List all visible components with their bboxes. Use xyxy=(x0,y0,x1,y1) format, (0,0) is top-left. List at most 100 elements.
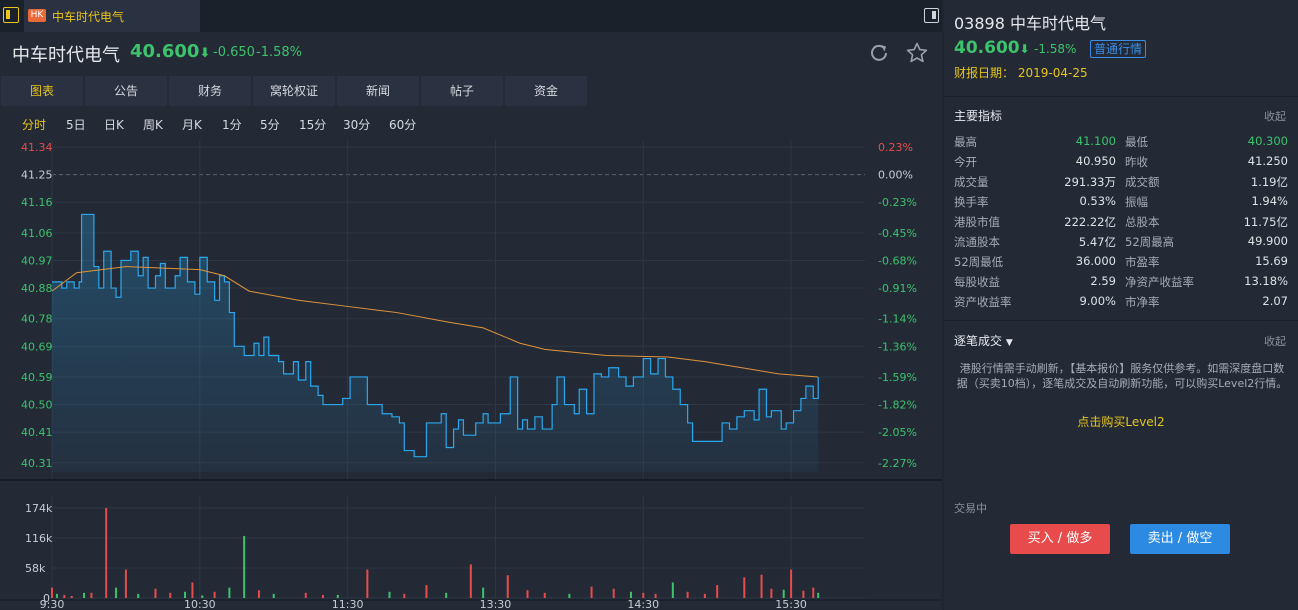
period-1[interactable]: 5日 xyxy=(66,118,86,132)
volume-bar xyxy=(703,593,706,598)
volume-bar xyxy=(169,592,172,598)
metric-value: 36.000 xyxy=(1075,254,1116,268)
period-2[interactable]: 日K xyxy=(104,118,124,132)
metric-row: 52周最低 36.000 市盈率 15.69 xyxy=(954,254,1288,274)
price-axis-label: 41.16 xyxy=(21,196,53,209)
period-4[interactable]: 月K xyxy=(182,118,202,132)
pct-axis-label: 0.23% xyxy=(878,141,913,154)
metric-row: 成交量 291.33万 成交额 1.19亿 xyxy=(954,174,1288,194)
tab-6[interactable]: 资金 xyxy=(505,76,587,106)
volume-bar xyxy=(63,594,66,598)
pct-axis-label: -0.23% xyxy=(878,196,917,209)
volume-bar xyxy=(228,587,231,598)
price-axis-label: 41.34 xyxy=(21,141,53,154)
period-0[interactable]: 分时 xyxy=(22,118,47,132)
metric-label: 振幅 xyxy=(1125,195,1148,209)
metric-row: 资产收益率 9.00% 市净率 2.07 xyxy=(954,294,1288,314)
period-6[interactable]: 5分 xyxy=(260,118,280,132)
metrics-collapse-link[interactable]: 收起 xyxy=(1264,110,1286,123)
volume-bar xyxy=(272,593,275,598)
quote-level-badge[interactable]: 普通行情 xyxy=(1090,40,1147,58)
down-arrow-icon: ⬇ xyxy=(1019,42,1030,56)
pct-axis-label: -2.27% xyxy=(878,457,917,470)
metric-label: 成交额 xyxy=(1125,175,1160,189)
volume-bar xyxy=(137,593,140,598)
volume-bar xyxy=(770,588,773,598)
metric-value: 40.300 xyxy=(1247,134,1288,148)
volume-bar xyxy=(642,592,645,598)
tab-3[interactable]: 窝轮权证 xyxy=(253,76,335,106)
volume-bar xyxy=(304,592,307,598)
info-price: 40.600⬇ xyxy=(954,38,1030,58)
volume-bar xyxy=(760,574,763,598)
metrics-title: 主要指标 xyxy=(954,109,1003,123)
metric-row: 每股收益 2.59 净资产收益率 13.18% xyxy=(954,274,1288,294)
tab-0[interactable]: 图表 xyxy=(1,76,83,106)
price-area xyxy=(52,214,819,472)
time-axis-label: 11:30 xyxy=(332,598,364,610)
volume-bar xyxy=(55,593,58,598)
price-axis-label: 41.25 xyxy=(21,169,53,182)
volume-bar xyxy=(243,535,246,598)
star-icon[interactable] xyxy=(905,41,929,65)
metric-value: 1.19亿 xyxy=(1250,175,1288,189)
period-9[interactable]: 60分 xyxy=(389,118,417,132)
volume-bar xyxy=(812,587,815,598)
trading-status: 交易中 xyxy=(954,502,987,515)
metric-label: 市净率 xyxy=(1125,295,1160,309)
report-date: 财报日期： 2019-04-25 xyxy=(954,66,1088,80)
average-line xyxy=(51,266,819,378)
trades-collapse-link[interactable]: 收起 xyxy=(1264,335,1286,348)
tab-5[interactable]: 帖子 xyxy=(421,76,503,106)
volume-bar xyxy=(568,593,571,598)
volume-axis-label: 0 xyxy=(43,592,50,605)
metric-label: 最高 xyxy=(954,135,977,149)
tab-4[interactable]: 新闻 xyxy=(337,76,419,106)
metric-value: 49.900 xyxy=(1247,234,1288,248)
metric-label: 成交量 xyxy=(954,175,989,189)
volume-bar xyxy=(336,594,339,598)
metric-value: 2.59 xyxy=(1090,274,1116,288)
volume-bar xyxy=(506,575,509,598)
period-8[interactable]: 30分 xyxy=(343,118,371,132)
volume-bar xyxy=(257,590,260,598)
volume-bar xyxy=(70,595,73,598)
metric-value: 222.22亿 xyxy=(1064,215,1116,229)
pct-axis-label: -1.82% xyxy=(878,399,917,412)
volume-bar xyxy=(51,587,53,598)
time-axis-label: 10:30 xyxy=(184,598,216,610)
trades-title[interactable]: 逐笔成交 ▼ xyxy=(954,334,1013,348)
buy-long-button[interactable]: 买入 / 做多 xyxy=(1010,524,1110,554)
volume-bar xyxy=(445,592,448,598)
refresh-icon[interactable] xyxy=(868,42,890,64)
period-5[interactable]: 1分 xyxy=(222,118,242,132)
volume-axis-label: 174k xyxy=(25,502,53,515)
metric-value: 15.69 xyxy=(1255,254,1288,268)
volume-bar xyxy=(590,586,593,598)
volume-bar xyxy=(526,590,529,598)
volume-bar xyxy=(105,508,108,598)
pct-axis-label: -1.36% xyxy=(878,340,917,353)
stock-tab-label: 中车时代电气 xyxy=(52,10,125,24)
stock-price: 40.600⬇ xyxy=(130,41,211,62)
chart-panel: HK 中车时代电气 中车时代电气 40.600⬇ -0.650 -1.58% 图… xyxy=(0,0,942,610)
panel-toggle-icon[interactable] xyxy=(924,8,939,23)
volume-bar xyxy=(83,592,86,598)
metric-value: 5.47亿 xyxy=(1078,235,1116,249)
stock-name: 中车时代电气 xyxy=(12,45,120,66)
stock-code-title: 03898 中车时代电气 xyxy=(954,14,1107,33)
period-3[interactable]: 周K xyxy=(143,118,163,132)
intraday-chart[interactable]: 41.34 41.25 41.16 41.06 40.97 40.88 40.78 40.69… xyxy=(0,140,942,610)
stock-tab[interactable]: HK 中车时代电气 xyxy=(24,0,200,32)
buy-level2-link[interactable]: 点击购买Level2 xyxy=(1077,415,1165,429)
price-axis-label: 40.88 xyxy=(21,282,53,295)
metric-value: 41.250 xyxy=(1247,154,1288,168)
period-7[interactable]: 15分 xyxy=(299,118,327,132)
tab-2[interactable]: 财务 xyxy=(169,76,251,106)
sell-short-button[interactable]: 卖出 / 做空 xyxy=(1130,524,1230,554)
volume-bar xyxy=(90,592,93,598)
tab-1[interactable]: 公告 xyxy=(85,76,167,106)
price-axis-label: 40.78 xyxy=(21,313,53,326)
sidebar-toggle-icon[interactable] xyxy=(3,7,19,23)
tab-bar: HK 中车时代电气 xyxy=(0,0,942,32)
